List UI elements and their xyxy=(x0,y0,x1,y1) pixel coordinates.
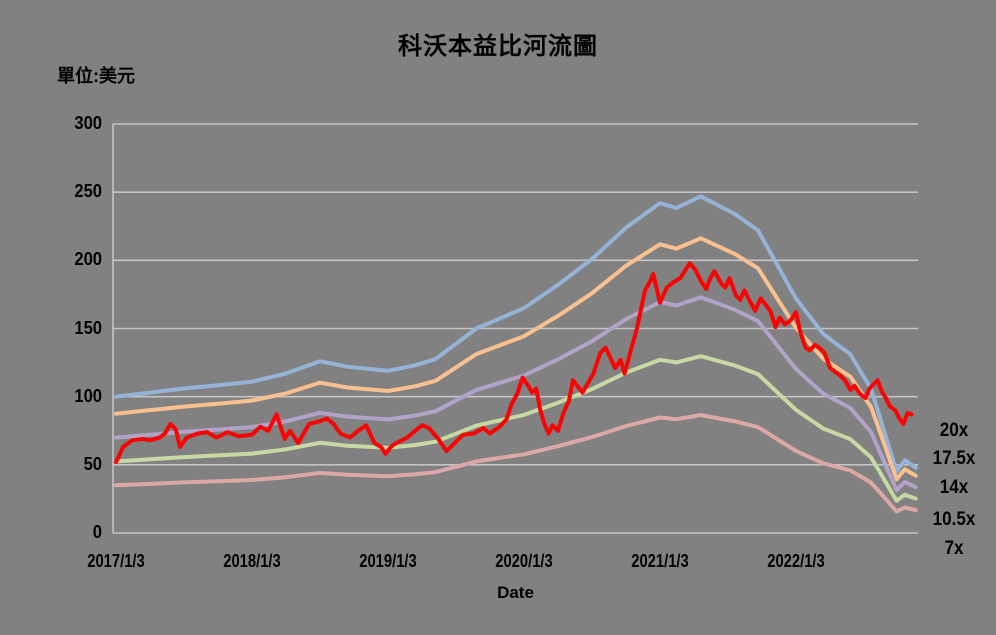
y-tick-label-250: 250 xyxy=(74,181,102,202)
price-line xyxy=(114,261,914,465)
x-tick-label-2019: 2019/1/3 xyxy=(359,551,417,571)
x-tick-label-2018: 2018/1/3 xyxy=(223,551,281,571)
y-tick-label-200: 200 xyxy=(74,249,102,270)
y-tick-label-0: 0 xyxy=(92,522,102,542)
pe-multiple-label-14x: 14x xyxy=(939,477,969,498)
pe-multiple-label-20x: 20x xyxy=(939,420,969,441)
y-tick-label-100: 100 xyxy=(74,385,102,406)
price-line xyxy=(114,261,914,465)
band-line-14x xyxy=(114,295,918,493)
y-tick-label-150: 150 xyxy=(74,317,102,338)
x-tick-label-2017: 2017/1/3 xyxy=(87,551,145,571)
x-axis-title: Date xyxy=(497,583,534,602)
band-line-10.5x xyxy=(114,354,918,503)
x-tick-label-2021: 2021/1/3 xyxy=(631,551,689,571)
y-tick-label-300: 300 xyxy=(74,113,102,133)
band-line-7x xyxy=(114,413,918,514)
y-tick-label-50: 50 xyxy=(83,453,102,474)
x-tick-label-2020: 2020/1/3 xyxy=(495,551,553,571)
pe-multiple-label-7x: 7x xyxy=(944,538,964,559)
chart-title: 科沃本益比河流圖 xyxy=(398,33,598,60)
unit-label: 單位:美元 xyxy=(57,66,135,86)
pe-multiple-label-17.5x: 17.5x xyxy=(932,448,976,469)
pe-multiple-label-10.5x: 10.5x xyxy=(932,509,976,530)
band-line-17.5x xyxy=(114,236,918,482)
x-tick-label-2022: 2022/1/3 xyxy=(767,551,825,571)
band-line-20x xyxy=(114,194,918,474)
